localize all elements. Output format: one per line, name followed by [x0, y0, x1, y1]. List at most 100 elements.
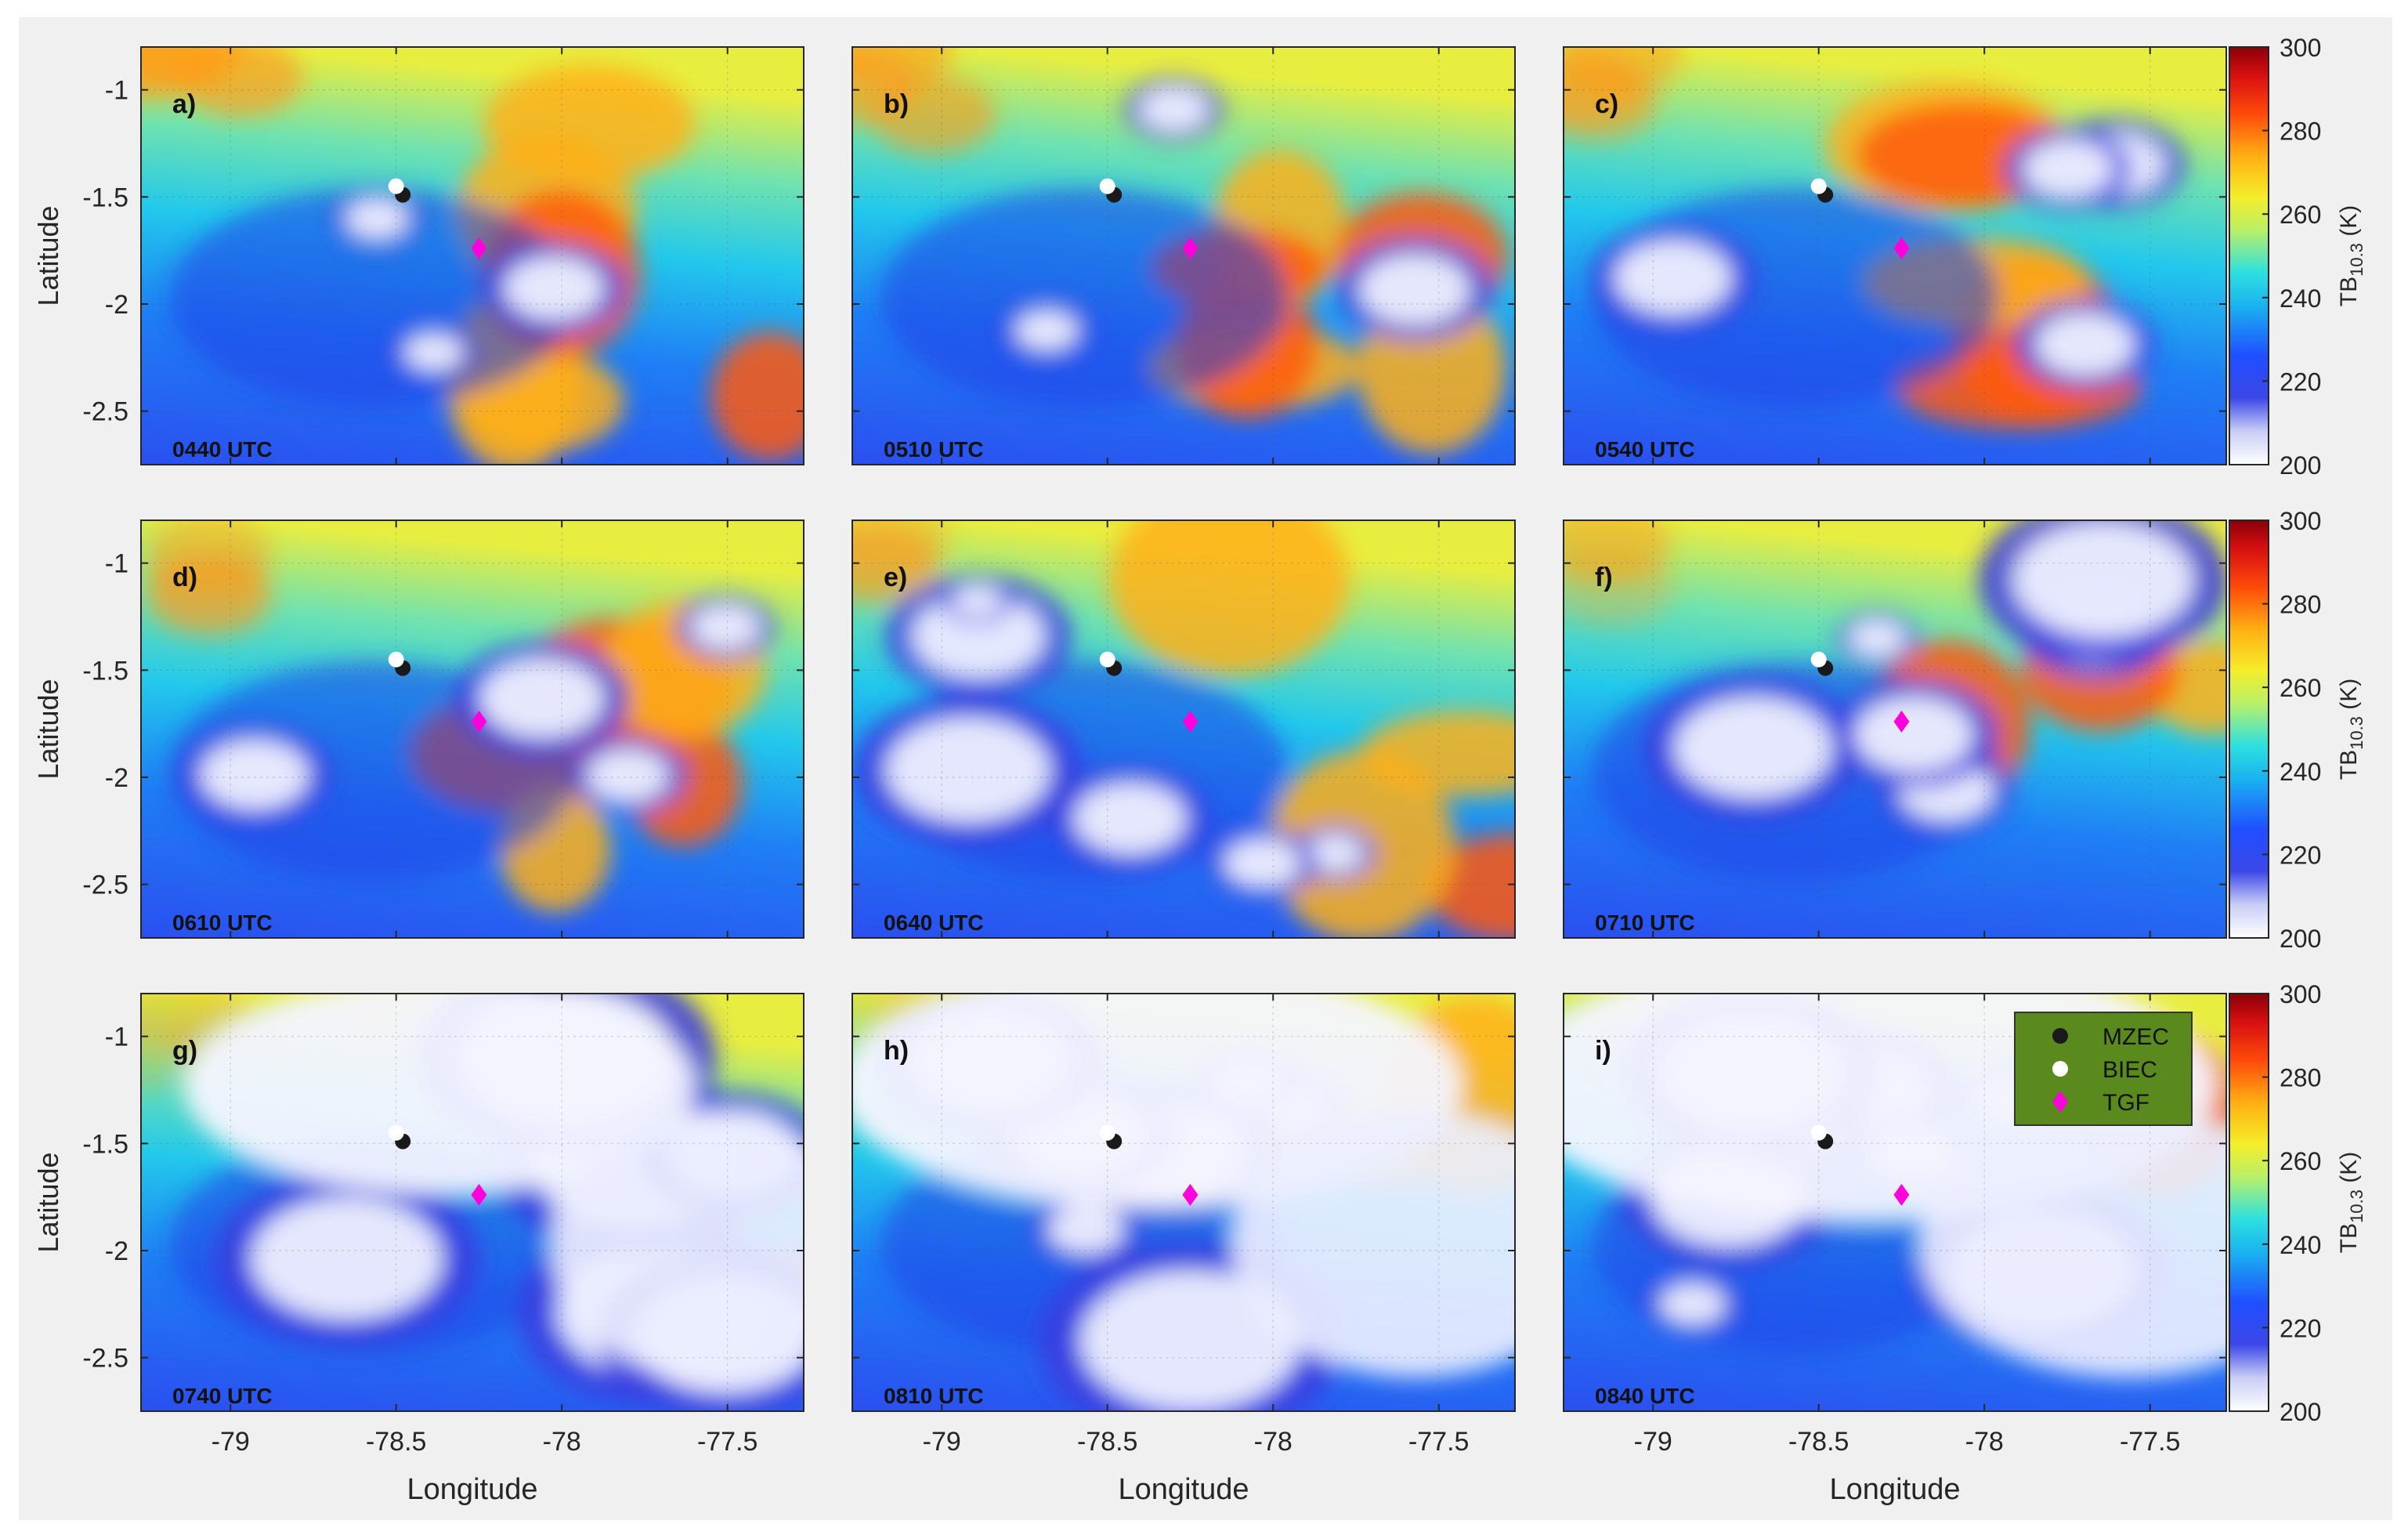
biec-marker [1810, 1124, 1827, 1141]
ytick-label: -2 [105, 290, 128, 320]
ticks [1564, 520, 2226, 938]
xtick-label: -79 [923, 1427, 961, 1457]
xtick-label: -77.5 [2120, 1427, 2181, 1457]
biec-marker [388, 1124, 404, 1141]
temperature-field [852, 47, 1515, 465]
ylabel: Latitude [32, 205, 64, 306]
panel-time: 0840 UTC [1595, 1384, 1695, 1408]
panel-b: b) 0510 UTC [851, 46, 1516, 465]
ytick-label: -1 [105, 1023, 128, 1052]
biec-marker [388, 178, 404, 194]
colorbar-scale [2229, 993, 2269, 1412]
axes-box [851, 520, 1516, 939]
temperature-field [141, 47, 804, 465]
axes-box [140, 520, 804, 939]
tgf-marker [471, 1183, 487, 1206]
xtick-label: -78.5 [1077, 1427, 1138, 1457]
panel-letter: e) [884, 563, 907, 592]
ticks: -1 -1.5 -2 -2.5 [82, 520, 804, 938]
ytick-label: -2.5 [82, 1344, 128, 1374]
biec-marker [388, 651, 404, 668]
legend-marker-mzec [2052, 1028, 2068, 1044]
xtick-label: -78.5 [366, 1427, 427, 1457]
ytick-label: -1.5 [82, 656, 128, 686]
temperature-field [1564, 520, 2226, 938]
tgf-marker [471, 710, 487, 733]
colorbar: 200 220 240 260 280 300 TB10.3 (K) [2229, 980, 2366, 1426]
axes-box [1563, 520, 2227, 939]
panel-time: 0710 UTC [1595, 911, 1695, 935]
ticks [852, 47, 1515, 465]
biec-marker [1810, 178, 1827, 194]
panel-d: -1 -1.5 -2 -2.5 d) 0610 UTC [82, 520, 804, 939]
panel-i: -79 -78.5 -78 -77.5 i) 0840 UTC [1563, 993, 2227, 1457]
xtick-label: -78.5 [1788, 1427, 1849, 1457]
colorbar-label: TB10.3 (K) [2336, 1152, 2366, 1254]
xtick-label: -78 [1254, 1427, 1293, 1457]
temperature-field [1564, 994, 2226, 1411]
xtick-label: -79 [1634, 1427, 1672, 1457]
temperature-field [141, 520, 804, 938]
ytick-label: -2 [105, 763, 128, 793]
panel-time: 0610 UTC [172, 911, 273, 935]
tgf-marker [1893, 237, 1910, 259]
grid [852, 47, 1515, 465]
panel-e: e) 0640 UTC [851, 520, 1516, 939]
axes-box [1563, 46, 2227, 465]
xtick-label: -79 [212, 1427, 250, 1457]
ticks [852, 520, 1515, 938]
ticks: -79 -78.5 -78 -77.5 [1564, 994, 2226, 1457]
biec-marker [1099, 651, 1115, 668]
ytick-label: -1.5 [82, 1129, 128, 1159]
axes-box [851, 46, 1516, 465]
colorbar-tick-label: 240 [2280, 758, 2321, 786]
colorbar-tick-label: 240 [2280, 284, 2321, 313]
panel-g: -1 -1.5 -2 -2.5 -79 -78.5 -78 -77.5 g) 0740 UTC [82, 993, 804, 1457]
tgf-marker [1182, 1183, 1199, 1206]
legend-box [2014, 1012, 2193, 1126]
colorbar-tick-label: 220 [2280, 367, 2321, 396]
legend-label: TGF [2102, 1090, 2149, 1116]
ytick-label: -2.5 [82, 397, 128, 427]
panel-time: 0510 UTC [884, 437, 984, 462]
grid [1564, 47, 2226, 465]
panel-c: c) 0540 UTC [1563, 46, 2227, 465]
panel-time: 0810 UTC [884, 1384, 984, 1408]
colorbar-tick-label: 300 [2280, 507, 2321, 535]
panel-f: f) 0710 UTC [1563, 520, 2227, 939]
panel-letter: a) [172, 89, 196, 119]
colorbar-tick-label: 300 [2280, 980, 2321, 1008]
colorbar-tick-label: 200 [2280, 1398, 2321, 1426]
colorbar-tick-label: 260 [2280, 674, 2321, 702]
axes-box [140, 993, 804, 1412]
xlabel: Longitude [1830, 1473, 1961, 1506]
axes-box [851, 993, 1516, 1412]
colorbar-tick-label: 240 [2280, 1231, 2321, 1259]
colorbar-tick-label: 260 [2280, 1147, 2321, 1175]
temperature-field [852, 520, 1515, 938]
colorbar: 200 220 240 260 280 300 TB10.3 (K) [2229, 507, 2366, 953]
ytick-label: -2 [105, 1236, 128, 1266]
biec-marker [1810, 651, 1827, 668]
xtick-label: -78 [1965, 1427, 2004, 1457]
panel-letter: i) [1595, 1036, 1611, 1066]
ticks: -1 -1.5 -2 -2.5 -79 -78.5 -78 -77.5 [82, 994, 804, 1457]
legend-label: BIEC [2102, 1057, 2157, 1083]
ticks: -79 -78.5 -78 -77.5 [852, 994, 1515, 1457]
xlabel: Longitude [1119, 1473, 1249, 1506]
ticks [1564, 47, 2226, 465]
legend-marker-tgf [2052, 1091, 2068, 1113]
biec-marker [1099, 178, 1115, 194]
grid [852, 520, 1515, 938]
ytick-label: -1 [105, 76, 128, 106]
panel-time: 0640 UTC [884, 911, 984, 935]
panel-letter: h) [884, 1036, 909, 1066]
axes-box [1563, 993, 2227, 1412]
tgf-marker [1182, 237, 1199, 259]
panel-grid: -1 -1.5 -2 -2.5 a) 0440 UTC b) 0510 UTC c) 0540 U… [82, 46, 2227, 1457]
colorbar-tick-label: 220 [2280, 841, 2321, 869]
colorbar-tick-label: 280 [2280, 1064, 2321, 1092]
colorbar-scale [2229, 46, 2269, 465]
grid [141, 994, 804, 1411]
